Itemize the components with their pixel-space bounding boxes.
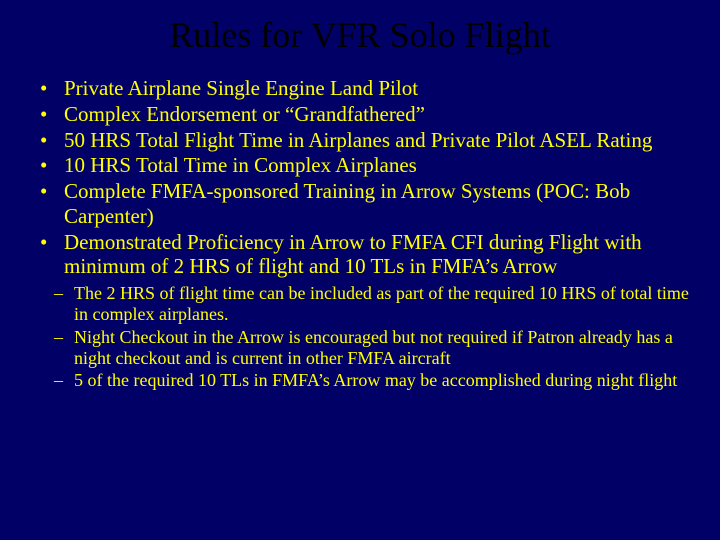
sub-bullet-list: The 2 HRS of flight time can be included… xyxy=(24,283,696,391)
sub-bullet-item: The 2 HRS of flight time can be included… xyxy=(52,283,696,325)
bullet-item: Complex Endorsement or “Grandfathered” xyxy=(36,102,696,127)
slide-title: Rules for VFR Solo Flight xyxy=(24,14,696,56)
sub-bullet-item: 5 of the required 10 TLs in FMFA’s Arrow… xyxy=(52,370,696,391)
sub-bullet-item: Night Checkout in the Arrow is encourage… xyxy=(52,327,696,369)
bullet-item: Demonstrated Proficiency in Arrow to FMF… xyxy=(36,230,696,280)
bullet-item: 50 HRS Total Flight Time in Airplanes an… xyxy=(36,128,696,153)
bullet-item: Private Airplane Single Engine Land Pilo… xyxy=(36,76,696,101)
main-bullet-list: Private Airplane Single Engine Land Pilo… xyxy=(24,76,696,279)
bullet-item: Complete FMFA-sponsored Training in Arro… xyxy=(36,179,696,229)
bullet-item: 10 HRS Total Time in Complex Airplanes xyxy=(36,153,696,178)
